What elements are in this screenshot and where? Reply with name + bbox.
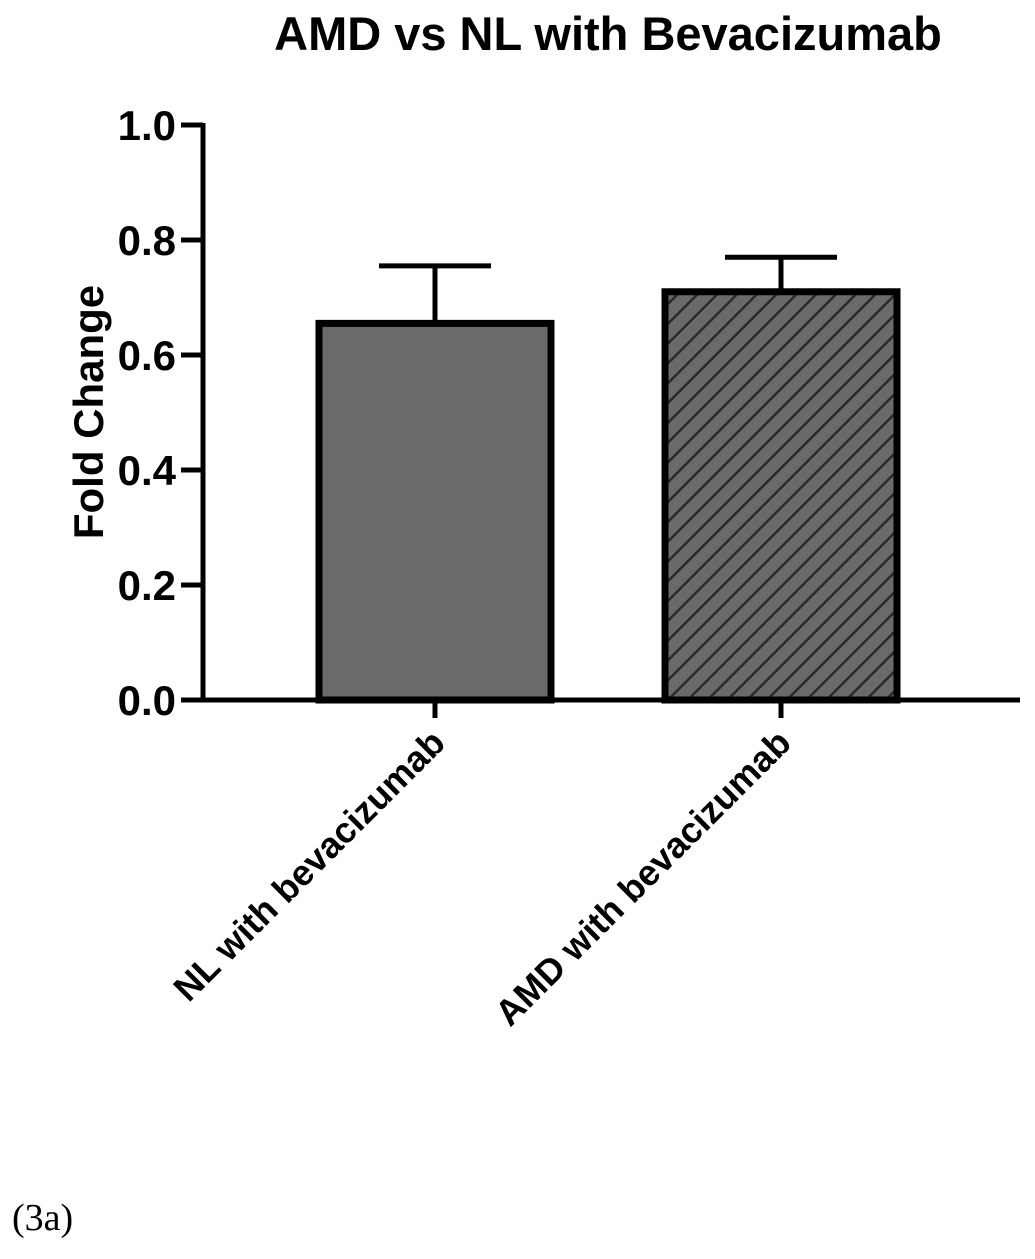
y-tick-label: 1.0 (118, 102, 176, 149)
chart-title: AMD vs NL with Bevacizumab (274, 7, 942, 60)
y-tick-label: 0.6 (118, 332, 176, 379)
y-axis-label: Fold Change (65, 285, 112, 539)
bars (315, 254, 901, 704)
y-axis-ticks: 0.0 0.2 0.4 0.6 0.8 1.0 (118, 102, 203, 724)
bar-chart: AMD vs NL with Bevacizumab Fold Change 0… (65, 7, 1020, 1034)
panel-label: (3a) (12, 1197, 74, 1239)
x-axis-ticks: NL with bevacizumab AMD with bevacizumab (165, 700, 799, 1034)
y-tick-label: 0.2 (118, 562, 176, 609)
y-tick-label: 0.0 (118, 677, 176, 724)
bar (661, 288, 901, 704)
x-tick-label: NL with bevacizumab (165, 722, 452, 1009)
bar (315, 319, 555, 704)
y-tick-label: 0.8 (118, 217, 176, 264)
x-tick-label: AMD with bevacizumab (487, 722, 799, 1034)
y-tick-label: 0.4 (118, 447, 177, 494)
